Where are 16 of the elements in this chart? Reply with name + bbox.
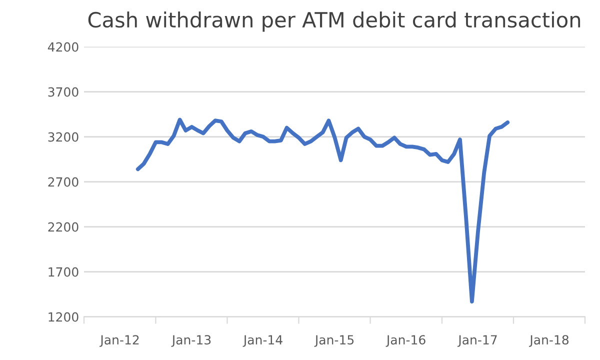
x-tick-label: Jan-18 xyxy=(529,335,569,347)
x-tick-label: Jan-14 xyxy=(242,335,282,347)
y-tick-label: 4200 xyxy=(48,42,78,52)
x-tick-label: Jan-15 xyxy=(314,335,354,347)
y-tick-label: 2200 xyxy=(48,222,78,232)
x-tick-label: Jan-16 xyxy=(386,335,426,347)
x-tick-label: Jan-12 xyxy=(100,335,139,347)
line-series xyxy=(136,118,510,304)
y-tick-label: 3200 xyxy=(48,132,78,142)
x-tick-label: Jan-13 xyxy=(171,335,211,347)
y-tick-label: 2700 xyxy=(48,177,78,187)
y-tick-label: 3700 xyxy=(48,87,78,97)
y-tick-label: 1200 xyxy=(48,312,78,322)
y-tick-label: 1700 xyxy=(48,267,78,277)
x-tick-label: Jan-17 xyxy=(458,335,497,347)
chart-title: Cash withdrawn per ATM debit card transaction xyxy=(88,12,580,32)
